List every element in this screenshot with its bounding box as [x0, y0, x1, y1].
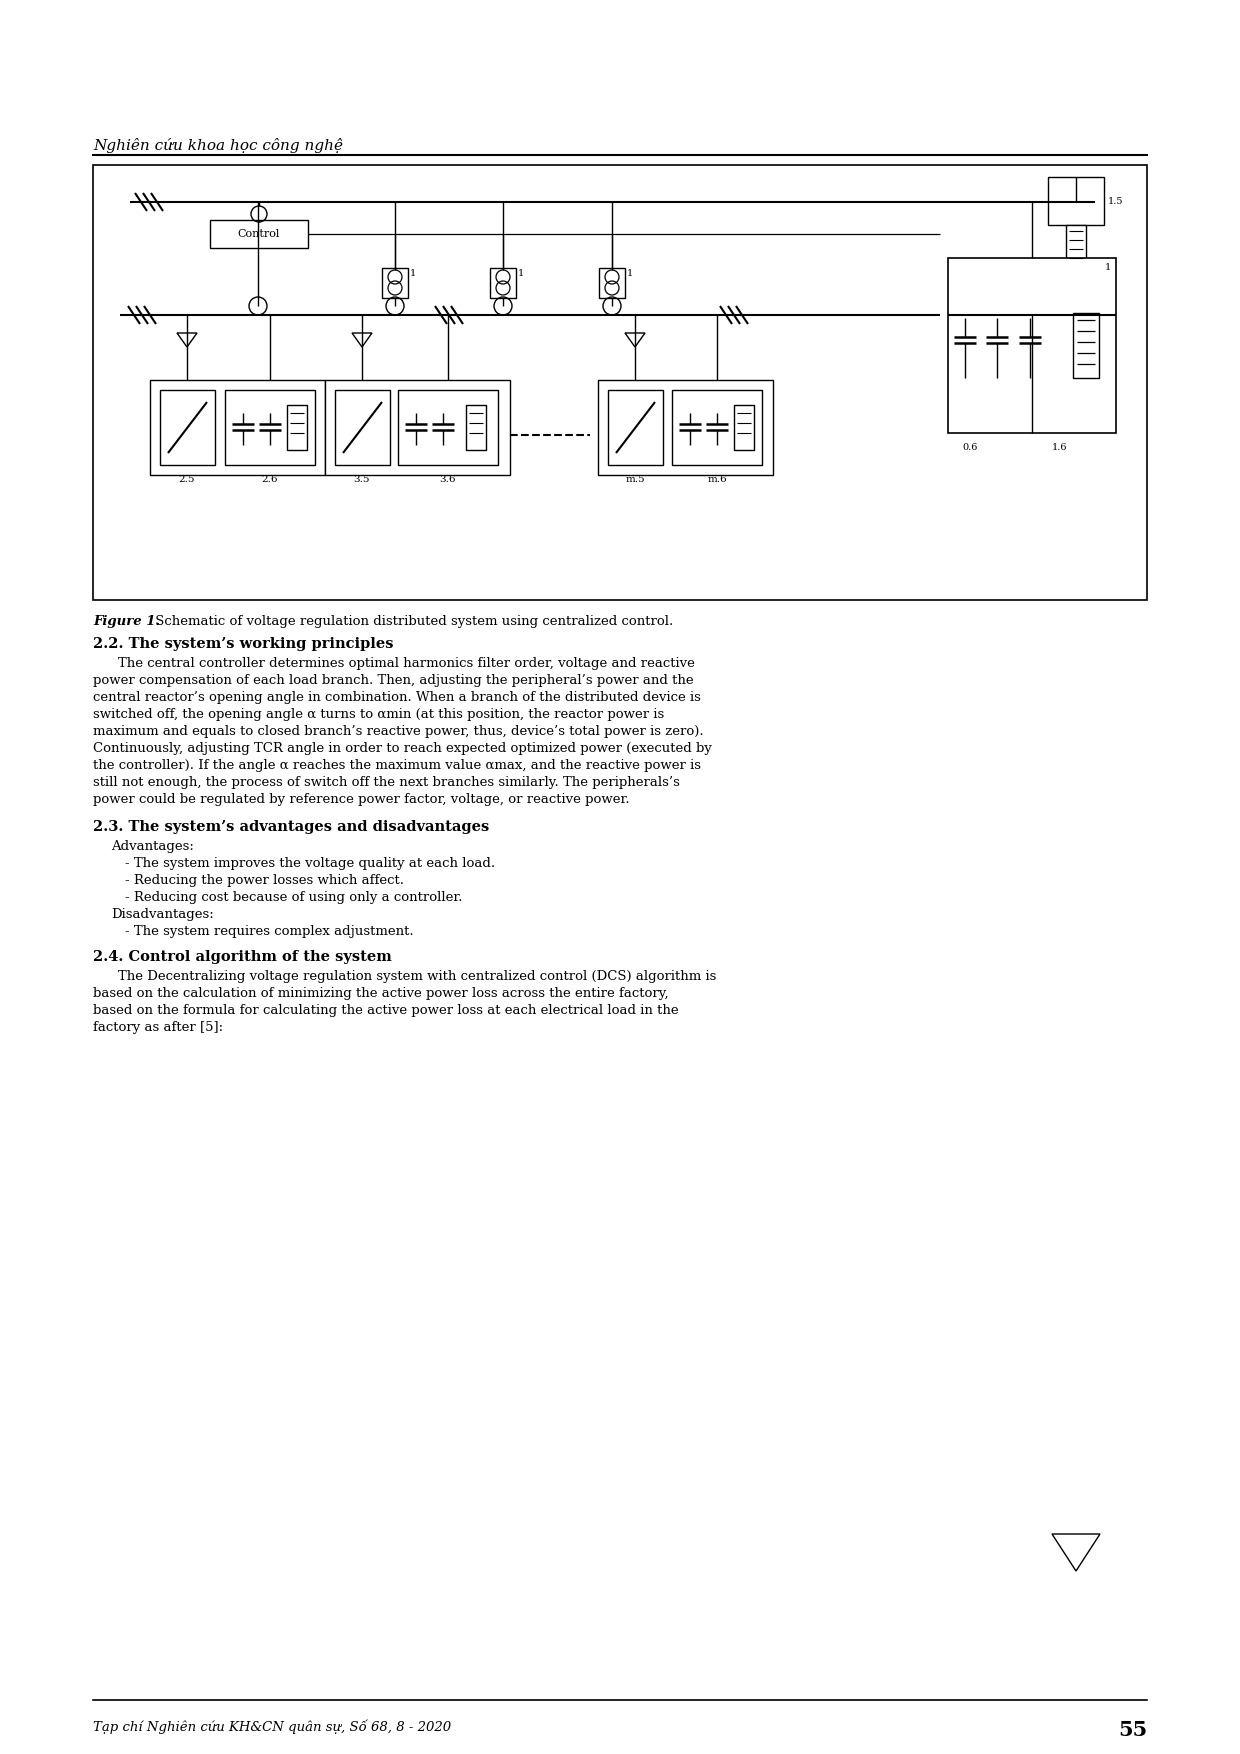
Text: power compensation of each load branch. Then, adjusting the peripheral’s power a: power compensation of each load branch. …	[93, 674, 693, 688]
Text: Tạp chí Nghiên cứu KH&CN quân sự, Số 68, 8 - 2020: Tạp chí Nghiên cứu KH&CN quân sự, Số 68,…	[93, 1721, 451, 1735]
Bar	[286, 405, 308, 451]
Text: Disadvantages:: Disadvantages:	[112, 909, 213, 921]
Text: - The system requires complex adjustment.: - The system requires complex adjustment…	[125, 924, 414, 938]
Bar	[160, 389, 215, 465]
Bar	[224, 389, 315, 465]
Text: Nghiên cứu khoa học công nghệ: Nghiên cứu khoa học công nghệ	[93, 139, 343, 153]
Text: 2.3. The system’s advantages and disadvantages: 2.3. The system’s advantages and disadva…	[93, 821, 490, 833]
Text: m.5: m.5	[625, 475, 645, 484]
Text: 3.5: 3.5	[353, 475, 371, 484]
Bar	[398, 389, 498, 465]
Text: power could be regulated by reference power factor, voltage, or reactive power.: power could be regulated by reference po…	[93, 793, 630, 807]
Bar	[672, 389, 763, 465]
Bar	[1048, 177, 1104, 225]
Text: 1: 1	[627, 270, 634, 279]
Bar	[598, 381, 773, 475]
Text: 55: 55	[1117, 1721, 1147, 1740]
Bar	[325, 381, 510, 475]
Text: based on the formula for calculating the active power loss at each electrical lo: based on the formula for calculating the…	[93, 1003, 678, 1017]
Text: 2.5: 2.5	[179, 475, 195, 484]
Text: Figure 1.: Figure 1.	[93, 616, 160, 628]
Bar	[93, 165, 1147, 600]
Text: 2.6: 2.6	[262, 475, 278, 484]
Text: - Reducing cost because of using only a controller.: - Reducing cost because of using only a …	[125, 891, 463, 903]
Text: 1: 1	[518, 270, 525, 279]
Text: 1: 1	[410, 270, 417, 279]
Bar	[382, 268, 408, 298]
Text: 2.2. The system’s working principles: 2.2. The system’s working principles	[93, 637, 393, 651]
Bar	[1066, 225, 1086, 267]
Text: Continuously, adjusting TCR angle in order to reach expected optimized power (ex: Continuously, adjusting TCR angle in ord…	[93, 742, 712, 754]
Text: The Decentralizing voltage regulation system with centralized control (DCS) algo: The Decentralizing voltage regulation sy…	[118, 970, 717, 982]
Bar	[1073, 312, 1099, 379]
Text: 2.4. Control algorithm of the system: 2.4. Control algorithm of the system	[93, 951, 392, 965]
Text: m.6: m.6	[707, 475, 727, 484]
Bar	[210, 219, 308, 247]
Bar	[150, 381, 325, 475]
Bar	[734, 405, 754, 451]
Text: Advantages:: Advantages:	[112, 840, 193, 852]
Text: still not enough, the process of switch off the next branches similarly. The per: still not enough, the process of switch …	[93, 775, 680, 789]
Text: Control: Control	[238, 230, 280, 239]
Text: 1.5: 1.5	[1109, 196, 1123, 205]
Text: 3.6: 3.6	[440, 475, 456, 484]
Text: central reactor’s opening angle in combination. When a branch of the distributed: central reactor’s opening angle in combi…	[93, 691, 701, 703]
Text: the controller). If the angle α reaches the maximum value αmax, and the reactive: the controller). If the angle α reaches …	[93, 759, 701, 772]
Text: 1: 1	[1105, 263, 1111, 272]
Text: factory as after [5]:: factory as after [5]:	[93, 1021, 223, 1035]
Bar	[490, 268, 516, 298]
Bar	[466, 405, 486, 451]
Bar	[608, 389, 663, 465]
Text: maximum and equals to closed branch’s reactive power, thus, device’s total power: maximum and equals to closed branch’s re…	[93, 724, 703, 738]
Bar	[599, 268, 625, 298]
Text: based on the calculation of minimizing the active power loss across the entire f: based on the calculation of minimizing t…	[93, 988, 668, 1000]
Text: switched off, the opening angle α turns to αmin (at this position, the reactor p: switched off, the opening angle α turns …	[93, 709, 665, 721]
Bar	[949, 258, 1116, 433]
Text: The central controller determines optimal harmonics filter order, voltage and re: The central controller determines optima…	[118, 658, 694, 670]
Text: - The system improves the voltage quality at each load.: - The system improves the voltage qualit…	[125, 858, 495, 870]
Text: 1.6: 1.6	[1053, 442, 1068, 451]
Text: 0.6: 0.6	[962, 442, 977, 451]
Bar	[335, 389, 391, 465]
Text: - Reducing the power losses which affect.: - Reducing the power losses which affect…	[125, 873, 404, 888]
Text: Schematic of voltage regulation distributed system using centralized control.: Schematic of voltage regulation distribu…	[151, 616, 673, 628]
